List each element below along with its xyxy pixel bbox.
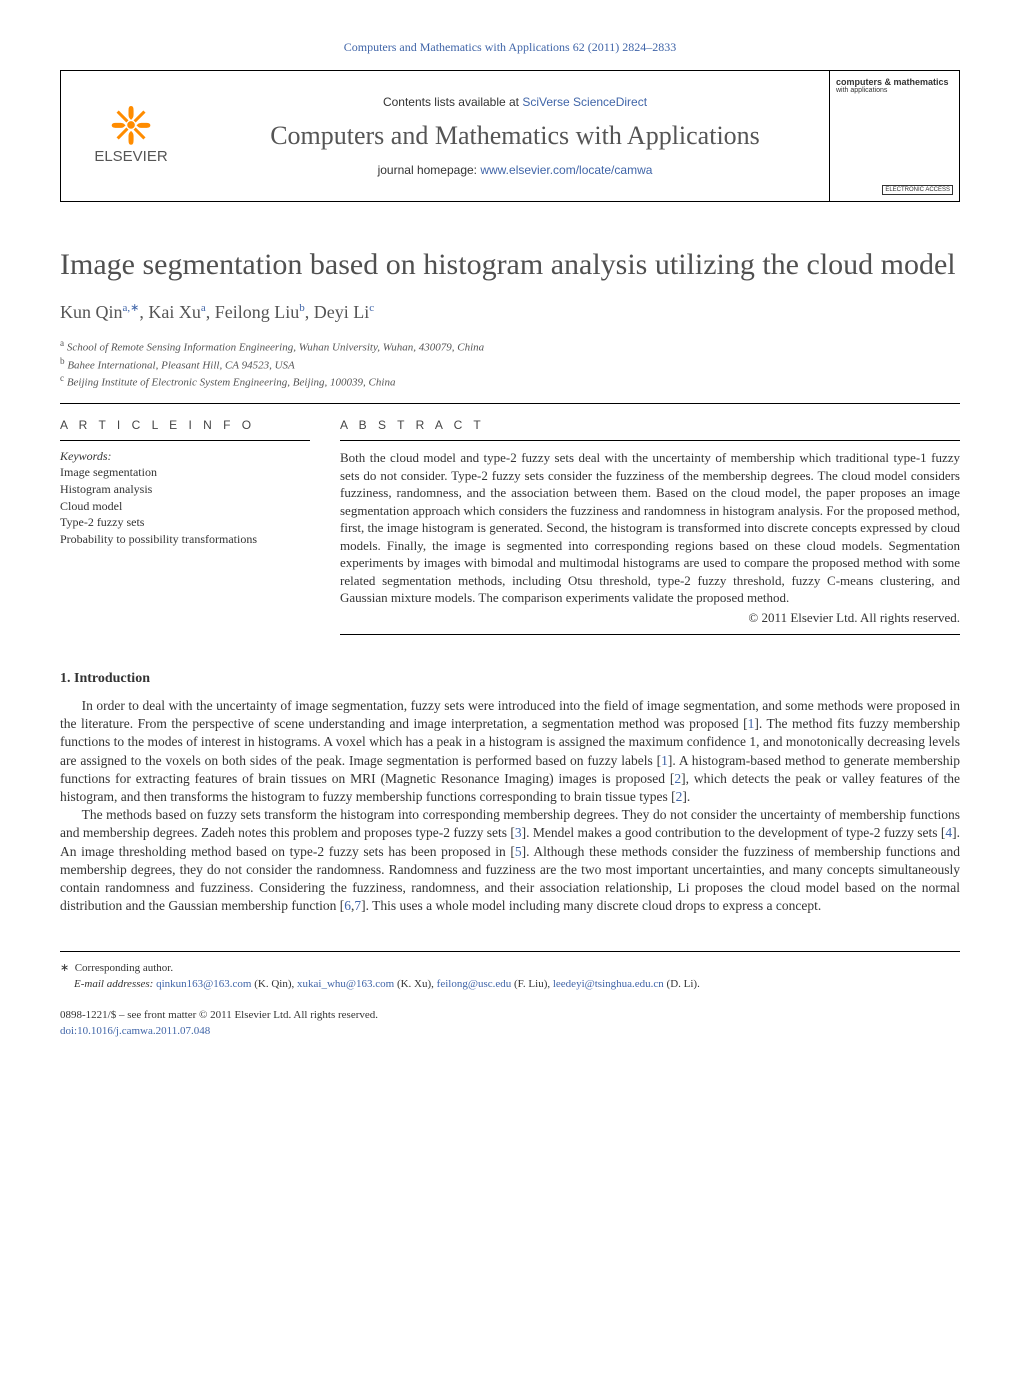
email-1[interactable]: qinkun163@163.com	[156, 978, 251, 990]
abstract-text: Both the cloud model and type-2 fuzzy se…	[340, 449, 960, 607]
sciencedirect-link[interactable]: SciVerse ScienceDirect	[522, 95, 647, 109]
authors-line: Kun Qina,∗, Kai Xua, Feilong Liub, Deyi …	[60, 301, 960, 323]
email-n3: (F. Liu),	[511, 978, 553, 990]
abstract-copyright: © 2011 Elsevier Ltd. All rights reserved…	[340, 610, 960, 626]
abs-rule-bot	[340, 634, 960, 635]
affil-b-text: Bahee International, Pleasant Hill, CA 9…	[67, 359, 294, 371]
author-3: , Feilong Liu	[206, 302, 300, 322]
email-line: E-mail addresses: qinkun163@163.com (K. …	[60, 976, 960, 993]
section-1-head: 1. Introduction	[60, 671, 960, 687]
contents-prefix: Contents lists available at	[383, 95, 522, 109]
cite-6[interactable]: 6	[344, 898, 351, 913]
cover-sub: with applications	[836, 87, 953, 94]
abstract-col: A B S T R A C T Both the cloud model and…	[340, 418, 960, 643]
author-2: , Kai Xu	[139, 302, 201, 322]
email-3[interactable]: feilong@usc.edu	[437, 978, 512, 990]
journal-header-box: ❈ ELSEVIER Contents lists available at S…	[60, 70, 960, 202]
homepage-link[interactable]: www.elsevier.com/locate/camwa	[480, 163, 652, 177]
abs-rule-top	[340, 440, 960, 441]
corresponding-note: ∗ Corresponding author.	[60, 960, 960, 977]
cite-3[interactable]: 3	[515, 825, 522, 840]
corr-text: Corresponding author.	[75, 962, 173, 974]
author-4: , Deyi Li	[305, 302, 370, 322]
email-n4: (D. Li).	[664, 978, 700, 990]
footnote-block: ∗ Corresponding author. E-mail addresses…	[60, 951, 960, 1040]
divider1	[60, 403, 960, 404]
author-1-aff: a,	[123, 302, 131, 314]
affil-c: c Beijing Institute of Electronic System…	[60, 373, 960, 389]
keywords-label: Keywords:	[60, 449, 310, 464]
cover-title: computers & mathematics	[836, 77, 953, 87]
affil-a-text: School of Remote Sensing Information Eng…	[67, 342, 484, 354]
para-2: The methods based on fuzzy sets transfor…	[60, 806, 960, 915]
abstract-head: A B S T R A C T	[340, 418, 960, 432]
cover-thumbnail: computers & mathematics with application…	[829, 71, 959, 201]
author-4-aff[interactable]: c	[369, 302, 374, 314]
keyword-1: Histogram analysis	[60, 481, 310, 498]
info-rule	[60, 440, 310, 441]
homepage-prefix: journal homepage:	[378, 163, 481, 177]
keyword-4: Probability to possibility transformatio…	[60, 531, 310, 548]
article-title: Image segmentation based on histogram an…	[60, 247, 960, 283]
homepage-line: journal homepage: www.elsevier.com/locat…	[207, 163, 823, 177]
cite-5[interactable]: 5	[515, 844, 522, 859]
affil-b: b Bahee International, Pleasant Hill, CA…	[60, 356, 960, 372]
keyword-3: Type-2 fuzzy sets	[60, 514, 310, 531]
publisher-logo: ❈ ELSEVIER	[61, 71, 201, 201]
issn-line: 0898-1221/$ – see front matter © 2011 El…	[60, 1007, 960, 1024]
doi-label: doi:	[60, 1025, 77, 1037]
journal-name: Computers and Mathematics with Applicati…	[207, 121, 823, 151]
corresponding-star-link[interactable]: ∗	[130, 302, 139, 314]
publisher-name: ELSEVIER	[94, 148, 167, 165]
affil-c-text: Beijing Institute of Electronic System E…	[67, 377, 396, 389]
cover-badge: ELECTRONIC ACCESS	[882, 185, 953, 195]
p1t5: ].	[682, 789, 690, 804]
citation-header: Computers and Mathematics with Applicati…	[60, 40, 960, 55]
keyword-2: Cloud model	[60, 498, 310, 515]
tree-icon: ❈	[109, 107, 153, 149]
keyword-0: Image segmentation	[60, 464, 310, 481]
header-center: Contents lists available at SciVerse Sci…	[201, 71, 829, 201]
affil-a: a School of Remote Sensing Information E…	[60, 338, 960, 354]
email-n1: (K. Qin),	[251, 978, 297, 990]
email-n2: (K. Xu),	[394, 978, 436, 990]
p2t5: ]. This uses a whole model including man…	[361, 898, 821, 913]
author-1: Kun Qin	[60, 302, 123, 322]
email-2[interactable]: xukai_whu@163.com	[297, 978, 394, 990]
email-4[interactable]: leedeyi@tsinghua.edu.cn	[553, 978, 664, 990]
contents-line: Contents lists available at SciVerse Sci…	[207, 95, 823, 109]
email-label: E-mail addresses:	[74, 978, 153, 990]
info-abstract-grid: A R T I C L E I N F O Keywords: Image se…	[60, 418, 960, 643]
para-1: In order to deal with the uncertainty of…	[60, 697, 960, 806]
cite-1b[interactable]: 1	[661, 753, 668, 768]
article-info-head: A R T I C L E I N F O	[60, 418, 310, 432]
p2t2: ]. Mendel makes a good contribution to t…	[522, 825, 946, 840]
doi-link[interactable]: 10.1016/j.camwa.2011.07.048	[77, 1025, 210, 1037]
star-icon: ∗	[60, 962, 69, 974]
article-info-col: A R T I C L E I N F O Keywords: Image se…	[60, 418, 310, 643]
doi-line: doi:10.1016/j.camwa.2011.07.048	[60, 1023, 960, 1040]
